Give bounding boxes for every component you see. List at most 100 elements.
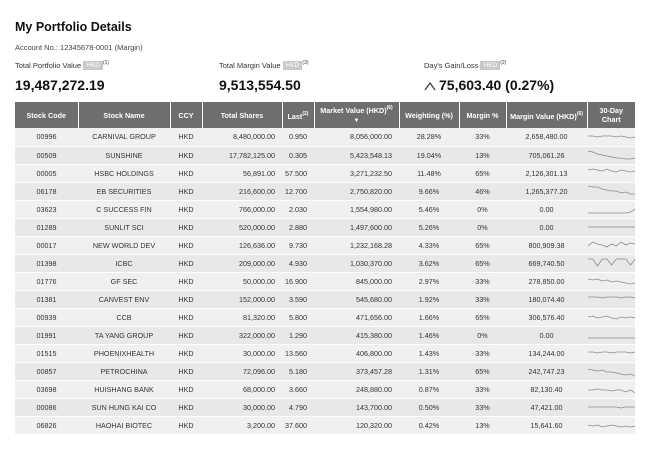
stock-code-cell[interactable]: 00086 bbox=[15, 398, 78, 418]
30-day-chart-cell[interactable] bbox=[587, 254, 635, 273]
stock-name-cell[interactable]: CANVEST ENV bbox=[78, 290, 170, 309]
margin-value-cell: 278,850.00 bbox=[506, 272, 587, 291]
stock-code-cell[interactable]: 01289 bbox=[15, 218, 78, 237]
margin-pct-cell: 0% bbox=[459, 200, 506, 219]
stock-code-cell[interactable]: 01398 bbox=[15, 254, 78, 273]
table-row[interactable]: 00005 HSBC HOLDINGS HKD 56,891.00 57.500 3,27… bbox=[15, 164, 635, 183]
stock-code-cell[interactable]: 06178 bbox=[15, 182, 78, 201]
margin-pct-cell: 13% bbox=[459, 416, 506, 436]
30-day-chart-cell[interactable] bbox=[587, 200, 635, 219]
table-row[interactable]: 01381 CANVEST ENV HKD 152,000.00 3.590 545,68… bbox=[15, 290, 635, 309]
stock-name-cell[interactable]: TA YANG GROUP bbox=[78, 326, 170, 346]
ccy-cell: HKD bbox=[170, 128, 202, 147]
header-ccy[interactable]: CCY bbox=[170, 102, 203, 128]
stock-name-cell[interactable]: PETROCHINA bbox=[78, 362, 170, 382]
table-row[interactable]: 03623 C SUCCESS FIN HKD 766,000.00 2.030 1,55… bbox=[15, 200, 635, 219]
margin-value-cell: 0.00 bbox=[506, 326, 587, 346]
last-price-cell: 3.590 bbox=[282, 290, 314, 309]
header-stock-code[interactable]: Stock Code bbox=[15, 102, 79, 128]
30-day-chart-cell[interactable] bbox=[587, 182, 635, 201]
total-shares-cell: 8,480,000.00 bbox=[202, 128, 282, 147]
30-day-chart-cell[interactable] bbox=[587, 362, 635, 382]
header-total-shares[interactable]: Total Shares bbox=[202, 102, 283, 128]
table-row[interactable]: 00017 NEW WORLD DEV HKD 126,636.00 9.730 1,23… bbox=[15, 236, 635, 255]
days-gain-loss-value: 75,603.40 (0.27%) bbox=[424, 77, 554, 93]
margin-pct-cell: 33% bbox=[459, 128, 506, 147]
stock-code-cell[interactable]: 00857 bbox=[15, 362, 78, 382]
last-price-cell: 5.180 bbox=[282, 362, 314, 382]
30-day-chart-cell[interactable] bbox=[587, 146, 635, 165]
stock-name-cell[interactable]: NEW WORLD DEV bbox=[78, 236, 170, 255]
header-margin-pct[interactable]: Margin % bbox=[459, 102, 507, 128]
stock-name-cell[interactable]: SUNLIT SCI bbox=[78, 218, 170, 237]
30-day-chart-cell[interactable] bbox=[587, 128, 635, 147]
table-row[interactable]: 03698 HUISHANG BANK HKD 68,000.00 3.660 248,8… bbox=[15, 380, 635, 400]
header-weighting[interactable]: Weighting (%) bbox=[399, 102, 460, 128]
stock-name-cell[interactable]: PHOENIXHEALTH bbox=[78, 344, 170, 364]
30-day-chart-cell[interactable] bbox=[587, 290, 635, 309]
sparkline-path bbox=[588, 278, 635, 285]
stock-name-cell[interactable]: ICBC bbox=[78, 254, 170, 273]
30-day-chart-cell[interactable] bbox=[587, 398, 635, 418]
market-value-cell: 120,320.00 bbox=[314, 416, 399, 436]
portfolio-table: Stock Code Stock Name CCY Total Shares L… bbox=[15, 102, 635, 436]
weighting-cell: 11.48% bbox=[399, 164, 459, 183]
table-row[interactable]: 01398 ICBC HKD 209,000.00 4.930 1,030,370.00 3… bbox=[15, 254, 635, 273]
header-last[interactable]: Last(2) bbox=[282, 102, 315, 128]
margin-value-cell: 242,747.23 bbox=[506, 362, 587, 382]
30-day-chart-cell[interactable] bbox=[587, 416, 635, 436]
stock-code-cell[interactable]: 01381 bbox=[15, 290, 78, 309]
30-day-chart-cell[interactable] bbox=[587, 308, 635, 328]
header-30-day-chart: 30-Day Chart bbox=[587, 102, 635, 128]
table-row[interactable]: 01991 TA YANG GROUP HKD 322,000.00 1.290 415,… bbox=[15, 326, 635, 346]
stock-name-cell[interactable]: HSBC HOLDINGS bbox=[78, 164, 170, 183]
table-row[interactable]: 00996 CARNIVAL GROUP HKD 8,480,000.00 0.950 8… bbox=[15, 128, 635, 147]
30-day-chart-cell[interactable] bbox=[587, 236, 635, 255]
margin-value-cell: 0.00 bbox=[506, 218, 587, 237]
30-day-chart-cell[interactable] bbox=[587, 164, 635, 183]
table-row[interactable]: 00509 SUNSHINE HKD 17,782,125.00 0.305 5,423,… bbox=[15, 146, 635, 165]
stock-code-cell[interactable]: 01776 bbox=[15, 272, 78, 291]
sparkline-chart bbox=[588, 135, 635, 139]
30-day-chart-cell[interactable] bbox=[587, 344, 635, 364]
header-stock-name[interactable]: Stock Name bbox=[78, 102, 171, 128]
sparkline-path bbox=[588, 424, 635, 428]
table-row[interactable]: 01289 SUNLIT SCI HKD 520,000.00 2.880 1,497,6… bbox=[15, 218, 635, 237]
stock-code-cell[interactable]: 01515 bbox=[15, 344, 78, 364]
30-day-chart-cell[interactable] bbox=[587, 272, 635, 291]
stock-name-cell[interactable]: HAOHAI BIOTEC bbox=[78, 416, 170, 436]
stock-name-cell[interactable]: GF SEC bbox=[78, 272, 170, 291]
stock-name-cell[interactable]: CCB bbox=[78, 308, 170, 328]
stock-name-cell[interactable]: CARNIVAL GROUP bbox=[78, 128, 170, 147]
30-day-chart-cell[interactable] bbox=[587, 380, 635, 400]
stock-name-cell[interactable]: EB SECURITIES bbox=[78, 182, 170, 201]
header-market-value[interactable]: Market Value (HKD)(6) ▼ bbox=[314, 102, 400, 128]
30-day-chart-cell[interactable] bbox=[587, 218, 635, 237]
30-day-chart-cell[interactable] bbox=[587, 326, 635, 346]
table-row[interactable]: 01515 PHOENIXHEALTH HKD 30,000.00 13.560 406,… bbox=[15, 344, 635, 364]
stock-code-cell[interactable]: 00939 bbox=[15, 308, 78, 328]
stock-code-cell[interactable]: 00996 bbox=[15, 128, 78, 147]
stock-name-cell[interactable]: SUNSHINE bbox=[78, 146, 170, 165]
stock-name-cell[interactable]: C SUCCESS FIN bbox=[78, 200, 170, 219]
table-row[interactable]: 06178 EB SECURITIES HKD 216,600.00 12.700 2,7… bbox=[15, 182, 635, 201]
ccy-badge: HKD bbox=[480, 61, 501, 70]
header-margin-value[interactable]: Margin Value (HKD)(6) bbox=[506, 102, 588, 128]
market-value-cell: 1,232,168.28 bbox=[314, 236, 399, 255]
table-row[interactable]: 00857 PETROCHINA HKD 72,096.00 5.180 373,457.… bbox=[15, 362, 635, 382]
table-row[interactable]: 01776 GF SEC HKD 50,000.00 16.900 845,000.00 2… bbox=[15, 272, 635, 291]
stock-code-cell[interactable]: 00509 bbox=[15, 146, 78, 165]
stock-code-cell[interactable]: 00005 bbox=[15, 164, 78, 183]
stock-code-cell[interactable]: 03623 bbox=[15, 200, 78, 219]
table-row[interactable]: 06826 HAOHAI BIOTEC HKD 3,200.00 37.600 120,3… bbox=[15, 416, 635, 436]
weighting-cell: 5.46% bbox=[399, 200, 459, 219]
up-triangle-icon bbox=[424, 81, 436, 91]
stock-name-cell[interactable]: HUISHANG BANK bbox=[78, 380, 170, 400]
stock-code-cell[interactable]: 03698 bbox=[15, 380, 78, 400]
stock-code-cell[interactable]: 06826 bbox=[15, 416, 78, 436]
stock-name-cell[interactable]: SUN HUNG KAI CO bbox=[78, 398, 170, 418]
stock-code-cell[interactable]: 00017 bbox=[15, 236, 78, 255]
stock-code-cell[interactable]: 01991 bbox=[15, 326, 78, 346]
table-row[interactable]: 00086 SUN HUNG KAI CO HKD 30,000.00 4.790 143… bbox=[15, 398, 635, 418]
table-row[interactable]: 00939 CCB HKD 81,320.00 5.800 471,656.00 1.66%… bbox=[15, 308, 635, 328]
